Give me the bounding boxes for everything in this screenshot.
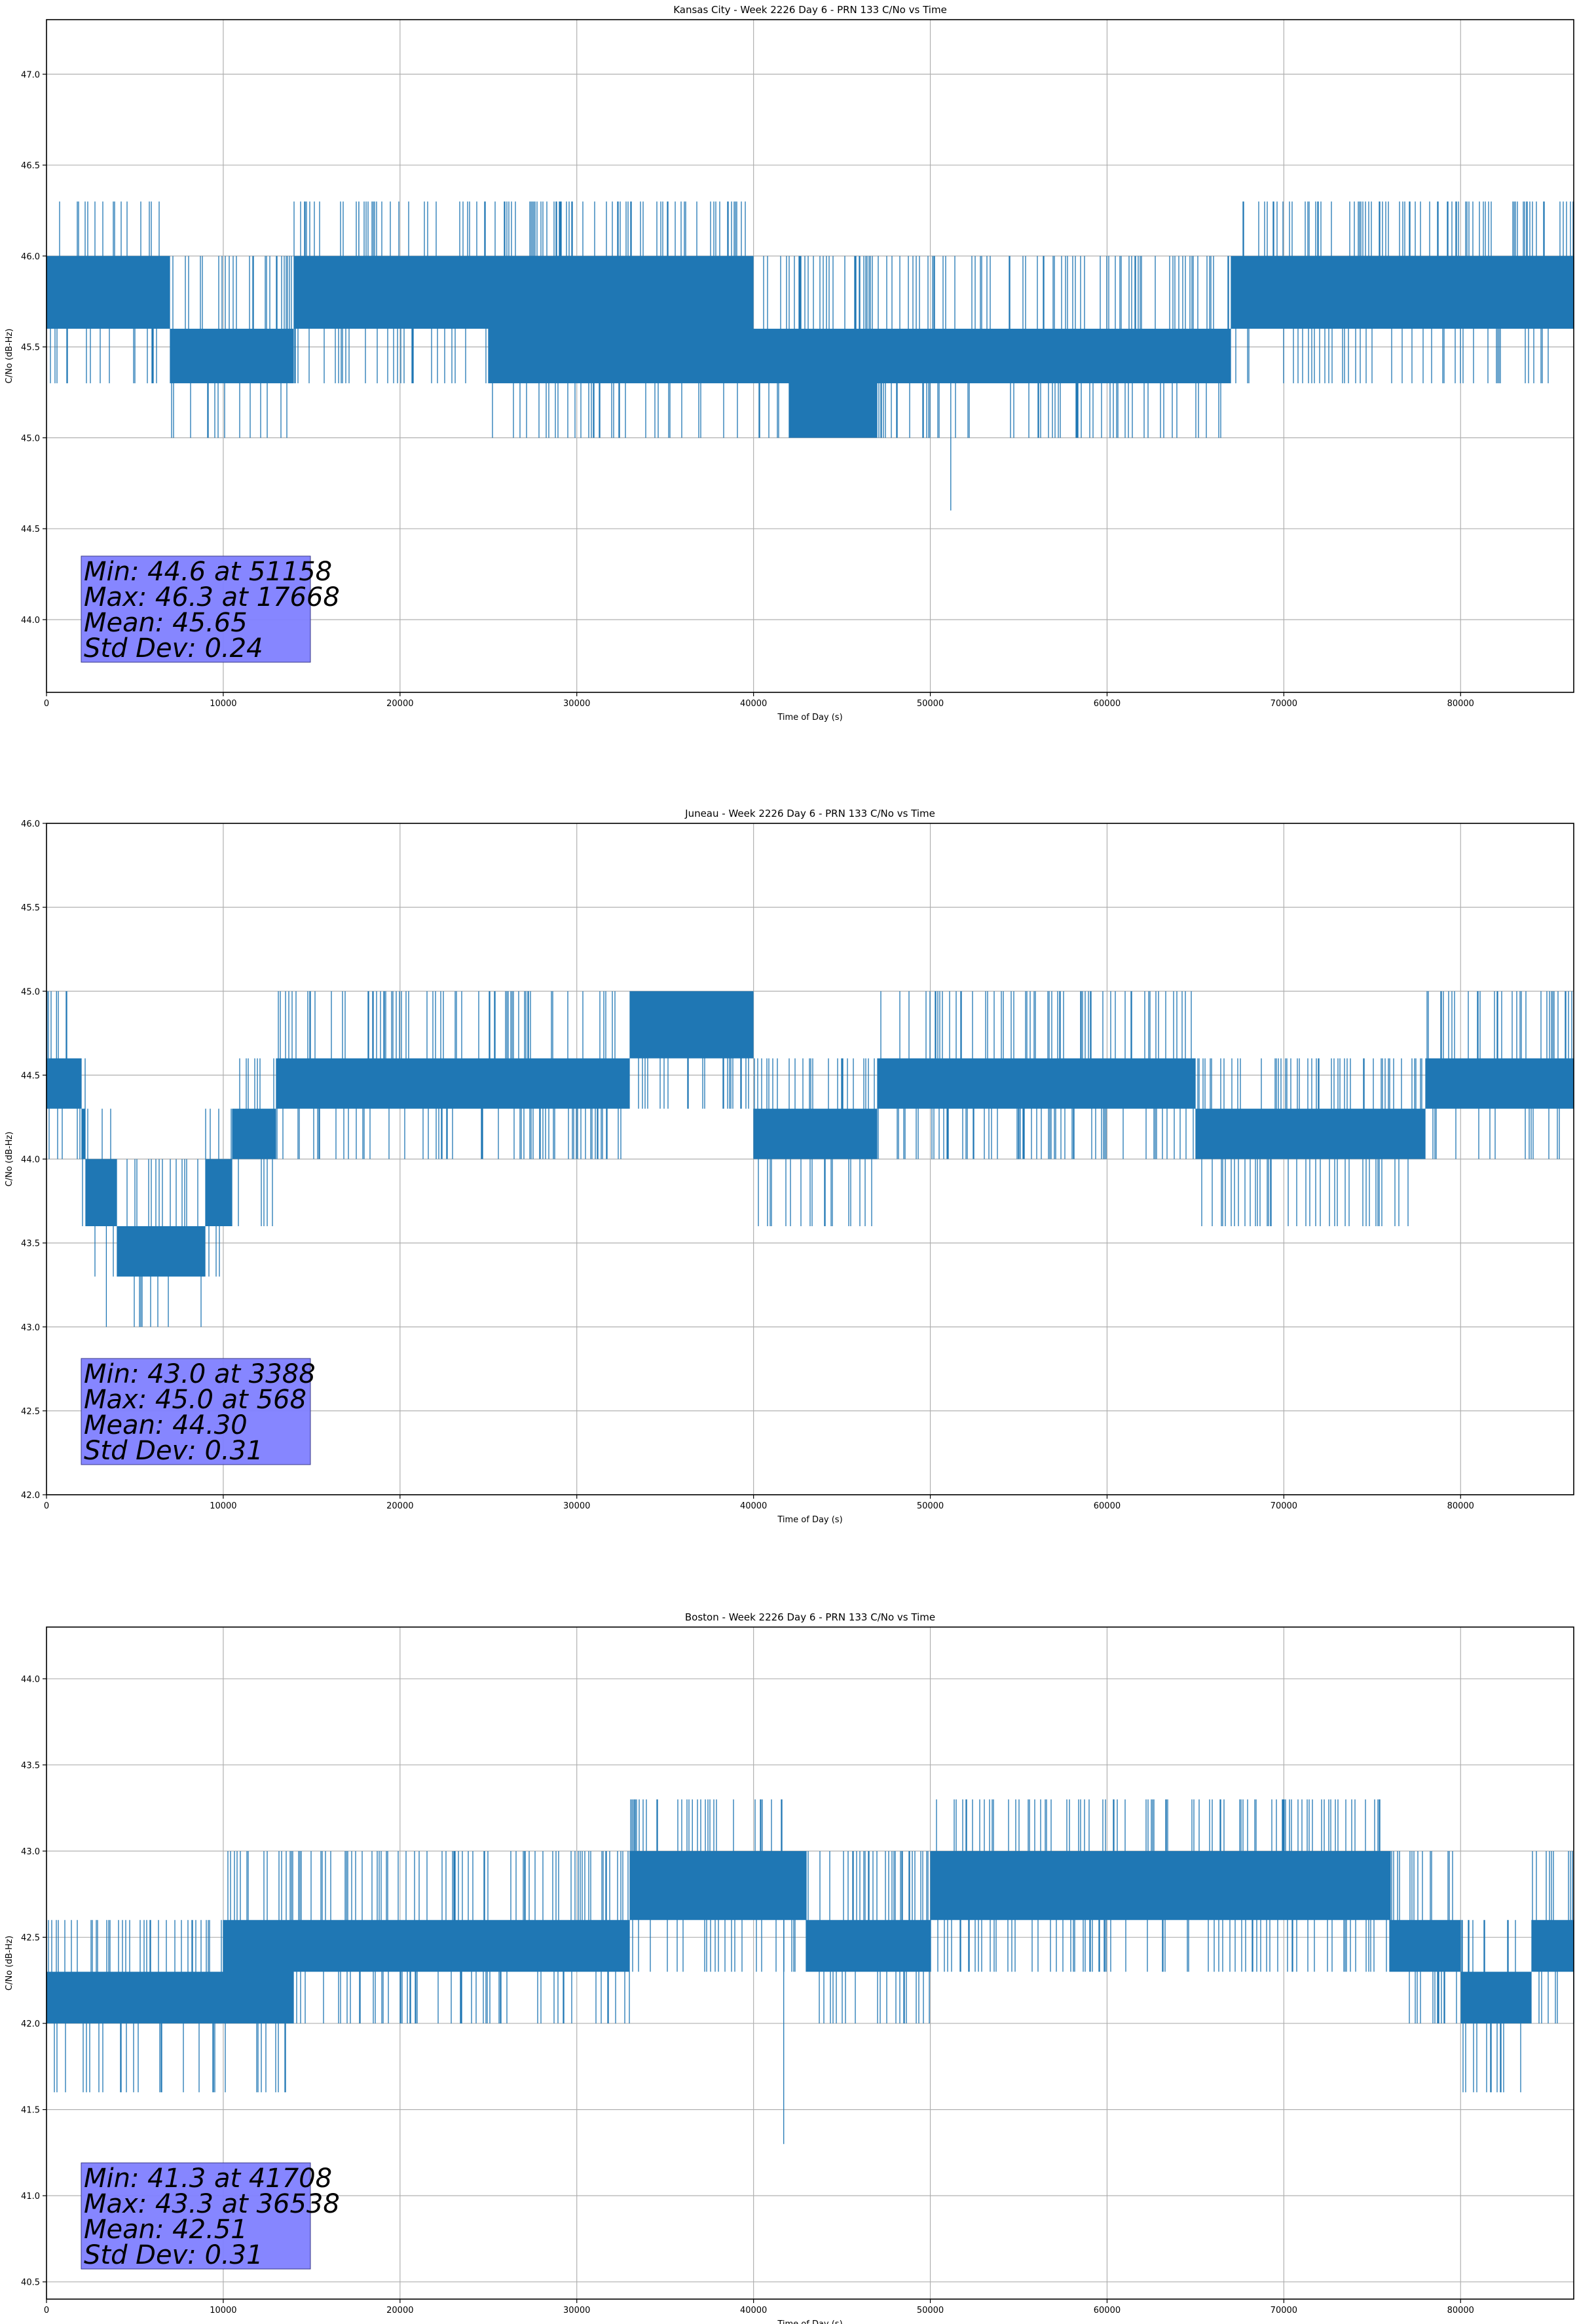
x-tick-label: 20000 (386, 699, 413, 709)
chart-panel-2: 0 10000 20000 30000 40000 50000 60000 70000 8000… (5, 808, 1574, 1525)
stats-line: Max: 43.3 at 36538 (84, 2189, 340, 2219)
y-tick-label: 40.5 (21, 2278, 40, 2288)
y-tick-label: 44.0 (21, 1675, 40, 1685)
y-tick-label: 43.0 (21, 1323, 40, 1333)
x-tick-label: 70000 (1271, 699, 1297, 709)
x-tick-label: 60000 (1094, 2306, 1121, 2315)
x-tick-label: 80000 (1447, 1501, 1474, 1511)
stats-line: Min: 43.0 at 3388 (84, 1359, 316, 1389)
x-tick-label: 20000 (386, 2306, 413, 2315)
chart-title: Kansas City - Week 2226 Day 6 - PRN 133 … (673, 4, 947, 16)
y-tick-label: 45.0 (21, 434, 40, 443)
x-axis-label: Time of Day (s) (777, 2319, 842, 2324)
x-tick-label: 60000 (1094, 1501, 1121, 1511)
x-tick-label: 0 (44, 699, 49, 709)
x-tick-label: 10000 (210, 1501, 236, 1511)
y-tick-label: 42.5 (21, 1934, 40, 1943)
stats-line: Min: 44.6 at 51158 (84, 557, 332, 587)
stats-line: Std Dev: 0.31 (84, 1436, 263, 1466)
x-tick-label: 30000 (563, 1501, 590, 1511)
y-tick-label: 41.5 (21, 2106, 40, 2116)
x-tick-label: 0 (44, 2306, 49, 2315)
x-tick-label: 70000 (1271, 2306, 1297, 2315)
x-axis-label: Time of Day (s) (777, 1515, 842, 1525)
x-tick-label: 40000 (740, 1501, 767, 1511)
x-tick-label: 50000 (917, 1501, 944, 1511)
x-tick-label: 70000 (1271, 1501, 1297, 1511)
x-tick-label: 10000 (210, 2306, 236, 2315)
axes-frame (46, 19, 1574, 693)
y-tick-label: 46.5 (21, 161, 40, 171)
axes-frame (46, 1626, 1574, 2300)
stats-box (81, 2162, 311, 2270)
y-tick-label: 43.5 (21, 1761, 40, 1771)
y-tick-label: 46.0 (21, 819, 40, 829)
stats-line: Mean: 42.51 (84, 2215, 248, 2245)
stats-box (81, 555, 311, 663)
y-axis-label: C/No (dB-Hz) (5, 1132, 14, 1187)
x-tick-label: 20000 (386, 1501, 413, 1511)
y-tick-label: 46.0 (21, 252, 40, 262)
y-tick-label: 43.0 (21, 1847, 40, 1857)
x-tick-label: 50000 (917, 699, 944, 709)
stats-line: Max: 45.0 at 568 (84, 1385, 306, 1415)
y-tick-label: 42.0 (21, 1491, 40, 1501)
chart-panel-3: 0 10000 20000 30000 40000 50000 60000 70000 8000… (5, 1611, 1574, 2324)
y-tick-label: 44.5 (21, 525, 40, 534)
x-axis-label: Time of Day (s) (777, 713, 842, 722)
y-tick-label: 45.5 (21, 343, 40, 353)
stats-line: Std Dev: 0.24 (84, 633, 263, 664)
y-axis-label: C/No (dB-Hz) (5, 329, 14, 384)
x-tick-label: 80000 (1447, 699, 1474, 709)
y-tick-label: 43.5 (21, 1239, 40, 1249)
x-tick-label: 50000 (917, 2306, 944, 2315)
x-tick-label: 80000 (1447, 2306, 1474, 2315)
stats-box (81, 1358, 311, 1465)
x-tick-label: 40000 (740, 2306, 767, 2315)
y-tick-label: 42.5 (21, 1407, 40, 1417)
y-tick-label: 44.0 (21, 616, 40, 626)
y-tick-label: 41.0 (21, 2192, 40, 2202)
x-tick-label: 0 (44, 1501, 49, 1511)
x-tick-label: 30000 (563, 2306, 590, 2315)
stats-line: Mean: 44.30 (84, 1410, 248, 1440)
x-tick-label: 60000 (1094, 699, 1121, 709)
y-tick-label: 44.5 (21, 1071, 40, 1081)
stats-line: Max: 46.3 at 17668 (84, 582, 340, 612)
y-tick-label: 45.0 (21, 987, 40, 997)
y-axis-label: C/No (dB-Hz) (5, 1936, 14, 1991)
chart-title: Juneau - Week 2226 Day 6 - PRN 133 C/No … (684, 808, 935, 819)
y-tick-label: 44.0 (21, 1155, 40, 1165)
stats-line: Min: 41.3 at 41708 (84, 2164, 332, 2194)
chart-panel-1: 0 10000 20000 30000 40000 50000 60000 70000 8000… (5, 4, 1574, 722)
stats-line: Std Dev: 0.31 (84, 2240, 263, 2270)
chart-title: Boston - Week 2226 Day 6 - PRN 133 C/No … (685, 1611, 935, 1623)
y-tick-label: 42.0 (21, 2019, 40, 2029)
y-tick-label: 47.0 (21, 70, 40, 80)
stats-line: Mean: 45.65 (84, 608, 248, 638)
y-tick-label: 45.5 (21, 903, 40, 913)
x-tick-label: 40000 (740, 699, 767, 709)
x-tick-label: 30000 (563, 699, 590, 709)
x-tick-label: 10000 (210, 699, 236, 709)
series-line (46, 201, 1574, 511)
